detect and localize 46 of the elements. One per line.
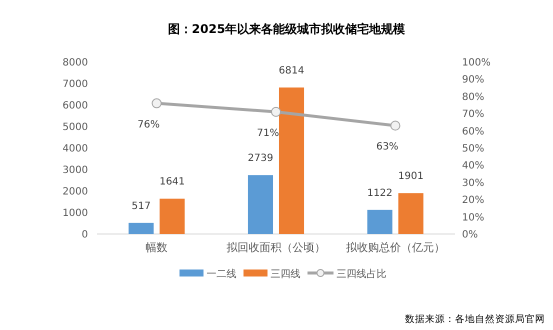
y-tick-label: 6000 [62, 100, 88, 112]
y2-tick-label: 80% [462, 92, 484, 103]
data-label: 6814 [278, 66, 304, 76]
x-tick-label: 拟回收面积（公顷） [226, 241, 326, 254]
data-label: 517 [132, 200, 151, 212]
data-label: 1641 [159, 176, 185, 188]
y2-tick-label: 0% [462, 230, 478, 240]
y2-tick-label: 30% [462, 178, 484, 189]
y-tick-label: 2000 [62, 186, 88, 198]
bar [278, 88, 304, 234]
y-tick-label: 8000 [62, 58, 88, 68]
y-tick-label: 5000 [62, 122, 88, 133]
point [271, 106, 281, 117]
y-tick-label: 4000 [62, 144, 88, 154]
y2-tick-label: 50% [462, 144, 484, 154]
bar [160, 198, 185, 234]
chart-title: 图：2025年以来各能级城市拟收储宅地规模 [168, 22, 406, 36]
legend-label: 三四线 [270, 268, 300, 280]
data-label: 63% [376, 142, 398, 153]
bar [248, 175, 274, 234]
data-label: 2739 [248, 153, 274, 164]
x-tick-label: 幅数 [146, 241, 168, 254]
y2-tick-label: 90% [462, 74, 484, 86]
y2-tick-label: 10% [462, 212, 484, 224]
y2-tick-label: 20% [462, 195, 484, 206]
point [152, 98, 162, 108]
y-tick-label: 3000 [62, 165, 88, 176]
x-tick-label: 拟收购总价（亿元） [346, 241, 445, 254]
y2-tick-label: 60% [462, 126, 484, 138]
y2-tick-label: 70% [462, 109, 484, 120]
bar [367, 210, 392, 234]
y2-tick-label: 100% [462, 58, 491, 68]
y-tick-label: 7000 [62, 79, 88, 90]
data-label: 76% [138, 119, 160, 130]
y-tick-label: 1000 [62, 208, 88, 219]
legend-label: 一二线 [206, 268, 236, 280]
y-tick-label: 0 [82, 230, 88, 240]
y2-tick-label: 40% [462, 160, 484, 172]
point [390, 120, 400, 131]
data-label: 71% [256, 128, 280, 139]
source-note: 数据来源：各地自然资源局官网 [405, 313, 545, 325]
legend-label: 三四线占比 [336, 268, 386, 280]
bar [398, 193, 424, 234]
data-label: 1901 [398, 171, 424, 182]
bar [128, 222, 154, 234]
data-label: 1122 [367, 188, 393, 199]
